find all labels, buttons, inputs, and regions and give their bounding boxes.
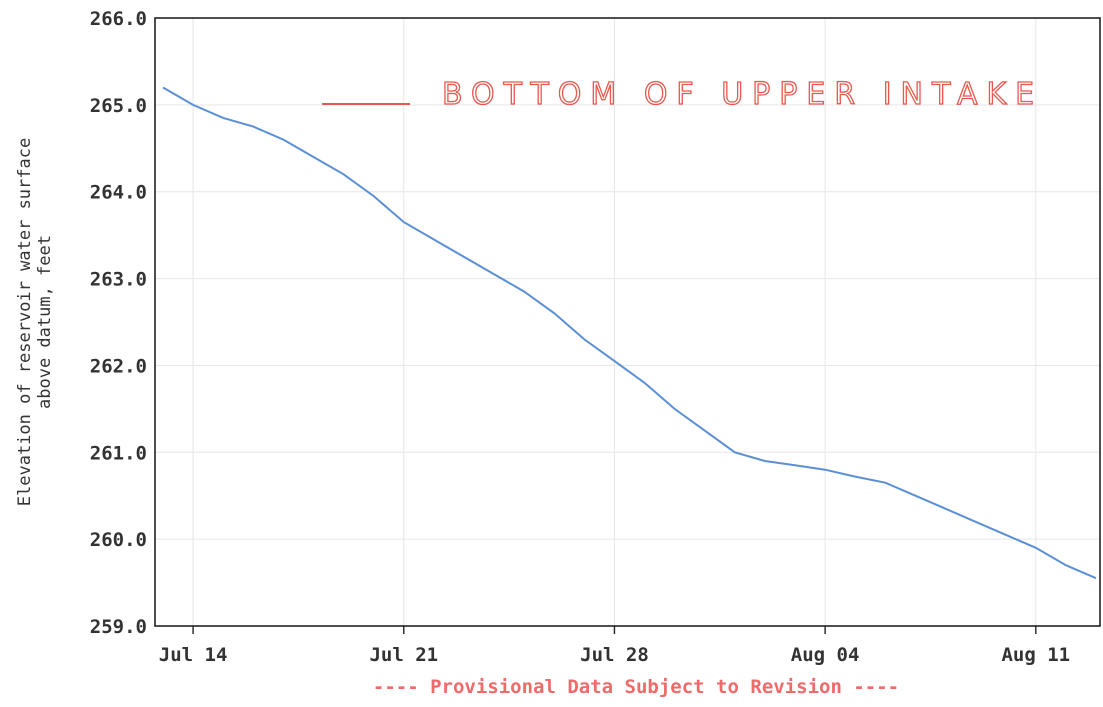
x-axis-ticks: Jul 14 Jul 21 Jul 28 Aug 04 Aug 11 <box>159 626 1070 666</box>
provisional-data-footnote: ---- Provisional Data Subject to Revisio… <box>373 676 899 698</box>
y-tick-label: 263.0 <box>90 269 147 291</box>
y-tick-label: 266.0 <box>90 8 147 30</box>
y-tick-label: 259.0 <box>90 616 147 638</box>
x-tick-label: Aug 04 <box>791 644 860 666</box>
y-tick-label: 262.0 <box>90 355 147 377</box>
handwritten-annotation: BOTTOM OF UPPER INTAKE <box>442 77 1043 112</box>
y-axis-ticks: 259.0 260.0 261.0 262.0 263.0 264.0 265.0 266.0 <box>90 8 147 638</box>
y-tick-label: 264.0 <box>90 182 147 204</box>
y-tick-label: 265.0 <box>90 95 147 117</box>
x-tick-label: Jul 14 <box>159 644 228 666</box>
y-axis-label-line2: above datum, feet <box>35 235 55 409</box>
y-axis-label-line1: Elevation of reservoir water surface <box>15 138 35 506</box>
series-line-elevation <box>162 86 1097 580</box>
x-tick-label: Jul 21 <box>369 644 438 666</box>
y-tick-label: 260.0 <box>90 529 147 551</box>
x-tick-label: Jul 28 <box>580 644 649 666</box>
plot-frame <box>154 17 1101 627</box>
x-tick-label: Aug 11 <box>1001 644 1070 666</box>
y-tick-label: 261.0 <box>90 442 147 464</box>
grid-lines <box>155 18 1100 626</box>
